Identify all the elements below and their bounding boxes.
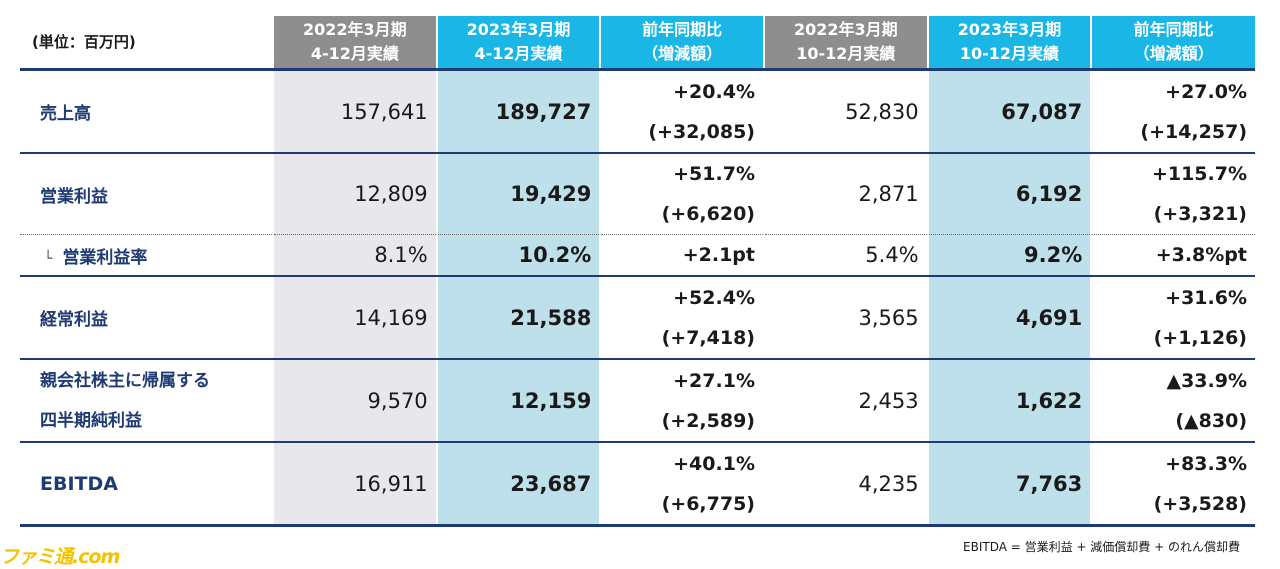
value-cell-highlight: 12,159 (435, 359, 601, 443)
header-yoy-oct-dec: 前年同期比 （増減額） (1090, 16, 1255, 71)
value-cell: 2,453 (762, 359, 928, 443)
value-cell: 16,911 (272, 442, 437, 524)
header-prev-oct-dec: 2022年3月期 10-12月実績 (762, 16, 928, 71)
table-row-ordinary-income: 経常利益 14,169 21,588 +52.4% (+7,418) 3,565 … (20, 276, 1255, 360)
ebitda-footnote: EBITDA = 営業利益 + 減価償却費 + のれん償却費 (963, 540, 1240, 554)
table-row-ebitda: EBITDA 16,911 23,687 +40.1% (+6,775) 4,23… (20, 442, 1255, 524)
financial-results-table: (単位：百万円) 2022年3月期 4-12月実績 2023年3月期 4-12月実績… (20, 16, 1255, 524)
value-cell-highlight: 10.2% (435, 234, 601, 277)
value-cell: 12,809 (272, 153, 437, 235)
value-cell-highlight: 6,192 (926, 153, 1092, 235)
change-cell: +51.7% (+6,620) (599, 153, 764, 235)
change-cell: +40.1% (+6,775) (599, 442, 764, 524)
change-cell: +20.4% (+32,085) (599, 69, 764, 154)
change-cell: +27.0% (+14,257) (1090, 69, 1255, 154)
value-cell-highlight: 1,622 (926, 359, 1092, 443)
change-cell: +115.7% (+3,321) (1090, 153, 1255, 235)
change-cell: +31.6% (+1,126) (1090, 276, 1255, 360)
value-cell: 14,169 (272, 276, 437, 360)
table-row-net-income: 親会社株主に帰属する 四半期純利益 9,570 12,159 +27.1% (+2,… (20, 359, 1255, 443)
header-row: (単位：百万円) 2022年3月期 4-12月実績 2023年3月期 4-12月実績… (20, 16, 1255, 71)
row-label: 親会社株主に帰属する 四半期純利益 (20, 359, 274, 443)
table-row-operating-income: 営業利益 12,809 19,429 +51.7% (+6,620) 2,871 … (20, 153, 1255, 235)
row-label: EBITDA (40, 472, 118, 495)
sub-item-mark: └ (44, 250, 53, 267)
value-cell: 3,565 (762, 276, 928, 360)
row-label: 営業利益 (20, 153, 274, 235)
row-label: 経常利益 (20, 276, 274, 360)
change-cell: +27.1% (+2,589) (599, 359, 764, 443)
row-label: 売上高 (20, 69, 274, 154)
value-cell-highlight: 9.2% (926, 234, 1092, 277)
value-cell: 2,871 (762, 153, 928, 235)
header-prev-apr-dec: 2022年3月期 4-12月実績 (272, 16, 437, 71)
change-cell: +3.8%pt (1090, 234, 1255, 277)
value-cell-highlight: 19,429 (435, 153, 601, 235)
table-row-net-sales: 売上高 157,641 189,727 +20.4% (+32,085) 52,8… (20, 69, 1255, 154)
change-cell: +2.1pt (599, 234, 764, 277)
value-cell: 52,830 (762, 69, 928, 154)
header-curr-apr-dec: 2023年3月期 4-12月実績 (435, 16, 601, 71)
table-row-operating-margin: └ 営業利益率 8.1% 10.2% +2.1pt 5.4% 9.2% +3.8%… (20, 234, 1255, 277)
value-cell-highlight: 67,087 (926, 69, 1092, 154)
value-cell: 9,570 (272, 359, 437, 443)
value-cell: 4,235 (762, 442, 928, 524)
financial-results-table-wrapper: (単位：百万円) 2022年3月期 4-12月実績 2023年3月期 4-12月実績… (20, 16, 1255, 527)
value-cell-highlight: 23,687 (435, 442, 601, 524)
value-cell-highlight: 189,727 (435, 69, 601, 154)
change-cell: +83.3% (+3,528) (1090, 442, 1255, 524)
row-label: └ 営業利益率 (20, 234, 274, 277)
famitsu-watermark-logo: ファミ通.com (0, 546, 120, 568)
header-yoy-apr-dec: 前年同期比 （増減額） (599, 16, 764, 71)
value-cell: 5.4% (762, 234, 928, 277)
change-cell: ▲33.9% (▲830) (1090, 359, 1255, 443)
change-cell: +52.4% (+7,418) (599, 276, 764, 360)
value-cell-highlight: 4,691 (926, 276, 1092, 360)
value-cell: 157,641 (272, 69, 437, 154)
value-cell: 8.1% (272, 234, 437, 277)
value-cell-highlight: 21,588 (435, 276, 601, 360)
unit-label: (単位：百万円) (20, 16, 274, 71)
header-curr-oct-dec: 2023年3月期 10-12月実績 (926, 16, 1092, 71)
value-cell-highlight: 7,763 (926, 442, 1092, 524)
